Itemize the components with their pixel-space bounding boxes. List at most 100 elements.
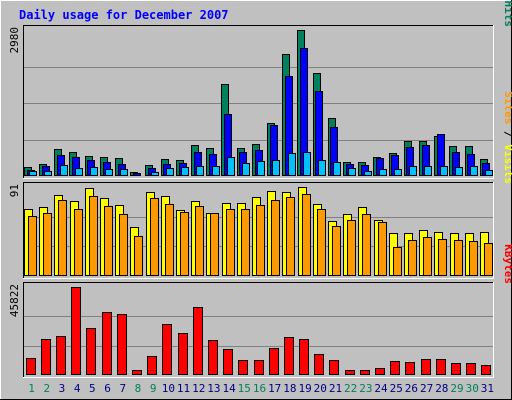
day-label: 2 — [43, 382, 50, 395]
bar-kbytes-day-25 — [390, 361, 400, 375]
bar-pages-day-9 — [151, 172, 159, 176]
bar-kbytes-day-7 — [117, 314, 127, 375]
bar-sites-day-28 — [438, 239, 447, 276]
bar-pages-day-31 — [485, 170, 493, 176]
bar-sites-day-12 — [195, 206, 204, 276]
day-label: 9 — [150, 382, 157, 395]
bar-pages-day-5 — [90, 167, 98, 176]
bar-sites-day-20 — [317, 209, 326, 276]
bar-kbytes-day-9 — [147, 356, 157, 375]
panel-visits: 91 Sites / Visits — [8, 91, 512, 279]
day-label: 22 — [344, 382, 357, 395]
bar-pages-day-25 — [394, 169, 402, 176]
bar-kbytes-day-24 — [375, 368, 385, 375]
bar-kbytes-day-6 — [102, 312, 112, 375]
bar-pages-day-10 — [166, 168, 174, 176]
day-label: 13 — [207, 382, 220, 395]
bar-pages-day-22 — [348, 168, 356, 176]
day-label: 10 — [162, 382, 175, 395]
day-label: 1 — [28, 382, 35, 395]
legend-entry: / — [502, 0, 512, 1]
bar-pages-day-30 — [470, 166, 478, 176]
panel-legend-label: KBytes — [502, 244, 512, 284]
day-label: 28 — [435, 382, 448, 395]
day-label: 12 — [192, 382, 205, 395]
bar-kbytes-day-10 — [162, 324, 172, 375]
bar-pages-day-16 — [257, 161, 265, 176]
bar-sites-day-21 — [332, 226, 341, 276]
bar-pages-day-15 — [242, 163, 250, 176]
bar-pages-day-11 — [181, 167, 189, 176]
series-pages — [29, 152, 493, 176]
bar-sites-day-14 — [226, 209, 235, 276]
bar-files-day-8 — [133, 173, 141, 176]
day-label: 15 — [238, 382, 251, 395]
bar-pages-day-12 — [196, 166, 204, 176]
bar-sites-day-11 — [180, 212, 189, 276]
panel-max-label: 91 — [8, 184, 21, 197]
bar-kbytes-day-5 — [86, 328, 96, 375]
bar-sites-day-9 — [150, 198, 159, 276]
bar-sites-day-7 — [119, 214, 128, 276]
legend-entry: Hits — [502, 1, 512, 28]
bar-pages-day-27 — [424, 166, 432, 176]
panel-max-label: 2980 — [8, 27, 21, 54]
bar-kbytes-day-4 — [71, 287, 81, 375]
bar-pages-day-26 — [409, 166, 417, 176]
bar-kbytes-day-31 — [481, 365, 491, 375]
bar-sites-day-24 — [378, 222, 387, 276]
day-label: 25 — [390, 382, 403, 395]
day-label: 18 — [283, 382, 296, 395]
bar-pages-day-6 — [105, 169, 113, 176]
bar-sites-day-17 — [271, 200, 280, 276]
day-label: 14 — [222, 382, 236, 395]
bar-pages-day-13 — [212, 166, 220, 176]
day-labels: 1 2 3 4 5 6 7 8 9 10 11 12 13 14 15 16 17 18 19 20 21 22 23 24 2… — [28, 382, 494, 395]
day-label: 29 — [450, 382, 463, 395]
bar-kbytes-day-12 — [193, 307, 203, 375]
bar-sites-day-6 — [104, 206, 113, 276]
legend-entry: / — [502, 124, 512, 144]
bar-kbytes-day-18 — [284, 337, 294, 375]
panel-max-label: 45822 — [8, 284, 21, 317]
bar-kbytes-day-11 — [178, 333, 188, 375]
panel-hits: 2980 Pages / Files / Hits — [8, 0, 512, 179]
day-label: 30 — [466, 382, 479, 395]
bar-kbytes-day-22 — [345, 370, 355, 375]
bar-sites-day-19 — [302, 194, 311, 276]
bar-pages-day-23 — [364, 171, 372, 176]
day-label: 3 — [59, 382, 66, 395]
bar-pages-day-7 — [120, 169, 128, 176]
day-label: 20 — [314, 382, 327, 395]
day-label: 5 — [89, 382, 96, 395]
day-label: 7 — [119, 382, 126, 395]
bar-pages-day-3 — [60, 165, 68, 176]
bar-sites-day-5 — [89, 196, 98, 276]
bar-sites-day-10 — [165, 204, 174, 276]
bar-pages-day-2 — [44, 171, 52, 176]
panel-legend-label: Pages / Files / Hits — [502, 0, 512, 27]
bar-pages-day-4 — [75, 168, 83, 176]
panel-kbytes: 45822 KBytes — [8, 244, 512, 378]
day-label: 31 — [481, 382, 494, 395]
bar-sites-day-1 — [28, 216, 37, 276]
bar-pages-day-29 — [455, 167, 463, 176]
bar-sites-day-23 — [362, 214, 371, 276]
bar-sites-day-18 — [286, 197, 295, 276]
bar-pages-day-18 — [288, 153, 296, 176]
bar-kbytes-day-1 — [26, 358, 36, 375]
bar-kbytes-day-13 — [208, 340, 218, 375]
bar-sites-day-16 — [256, 205, 265, 276]
bar-pages-day-19 — [303, 152, 311, 176]
bar-kbytes-day-26 — [405, 362, 415, 375]
bar-pages-day-21 — [333, 162, 341, 176]
day-label: 11 — [177, 382, 190, 395]
day-label: 16 — [253, 382, 266, 395]
bar-sites-day-25 — [393, 247, 402, 276]
chart-title: Daily usage for December 2007 — [19, 8, 229, 22]
bar-kbytes-day-23 — [360, 370, 370, 375]
panel-legend-label: Sites / Visits — [502, 91, 512, 184]
legend-entry: Visits — [502, 144, 512, 184]
bar-pages-day-24 — [379, 169, 387, 176]
